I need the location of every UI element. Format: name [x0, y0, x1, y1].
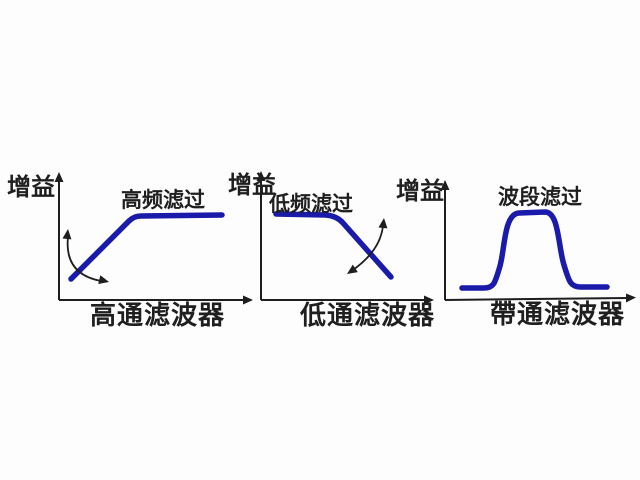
high-pass-response-curve: [68, 212, 225, 282]
band-pass-x-axis-arrow-icon: [626, 293, 636, 303]
band-pass-x-axis: [444, 297, 629, 301]
high-pass-slope-arrowhead-up-icon: [62, 229, 72, 240]
low-pass-x-axis-arrow-icon: [424, 295, 434, 305]
low-pass-curve-label: 低频滤过: [269, 192, 353, 216]
band-pass-title: 帶通滤波器: [490, 300, 626, 329]
band-pass-response-curve: [459, 209, 610, 291]
high-pass-y-axis-arrow-icon: [54, 172, 64, 182]
band-pass-curve-label: 波段滤过: [498, 185, 582, 209]
band-pass-gain-axis-label: 增益: [396, 179, 444, 205]
low-pass-response-curve: [273, 211, 394, 280]
low-pass-gain-axis-label: 增益: [228, 173, 276, 199]
high-pass-x-axis-arrow-icon: [243, 295, 253, 305]
high-pass-curve-label: 高频滤过: [121, 188, 205, 212]
high-pass-panel: [54, 172, 253, 305]
high-pass-slope-arrow: [66, 236, 102, 282]
high-pass-slope-arrowhead-down-icon: [98, 275, 109, 284]
band-pass-panel: [440, 180, 636, 303]
low-pass-y-axis-arrow-icon: [256, 171, 266, 181]
high-pass-gain-axis-label: 增益: [7, 175, 55, 201]
band-pass-y-axis-arrow-icon: [440, 180, 450, 190]
low-pass-title: 低通滤波器: [300, 301, 436, 330]
low-pass-slope-arrowhead-down-icon: [347, 264, 358, 274]
high-pass-title: 高通滤波器: [90, 301, 226, 330]
low-pass-slope-arrowhead-up-icon: [378, 218, 388, 229]
low-pass-panel: [256, 171, 434, 305]
